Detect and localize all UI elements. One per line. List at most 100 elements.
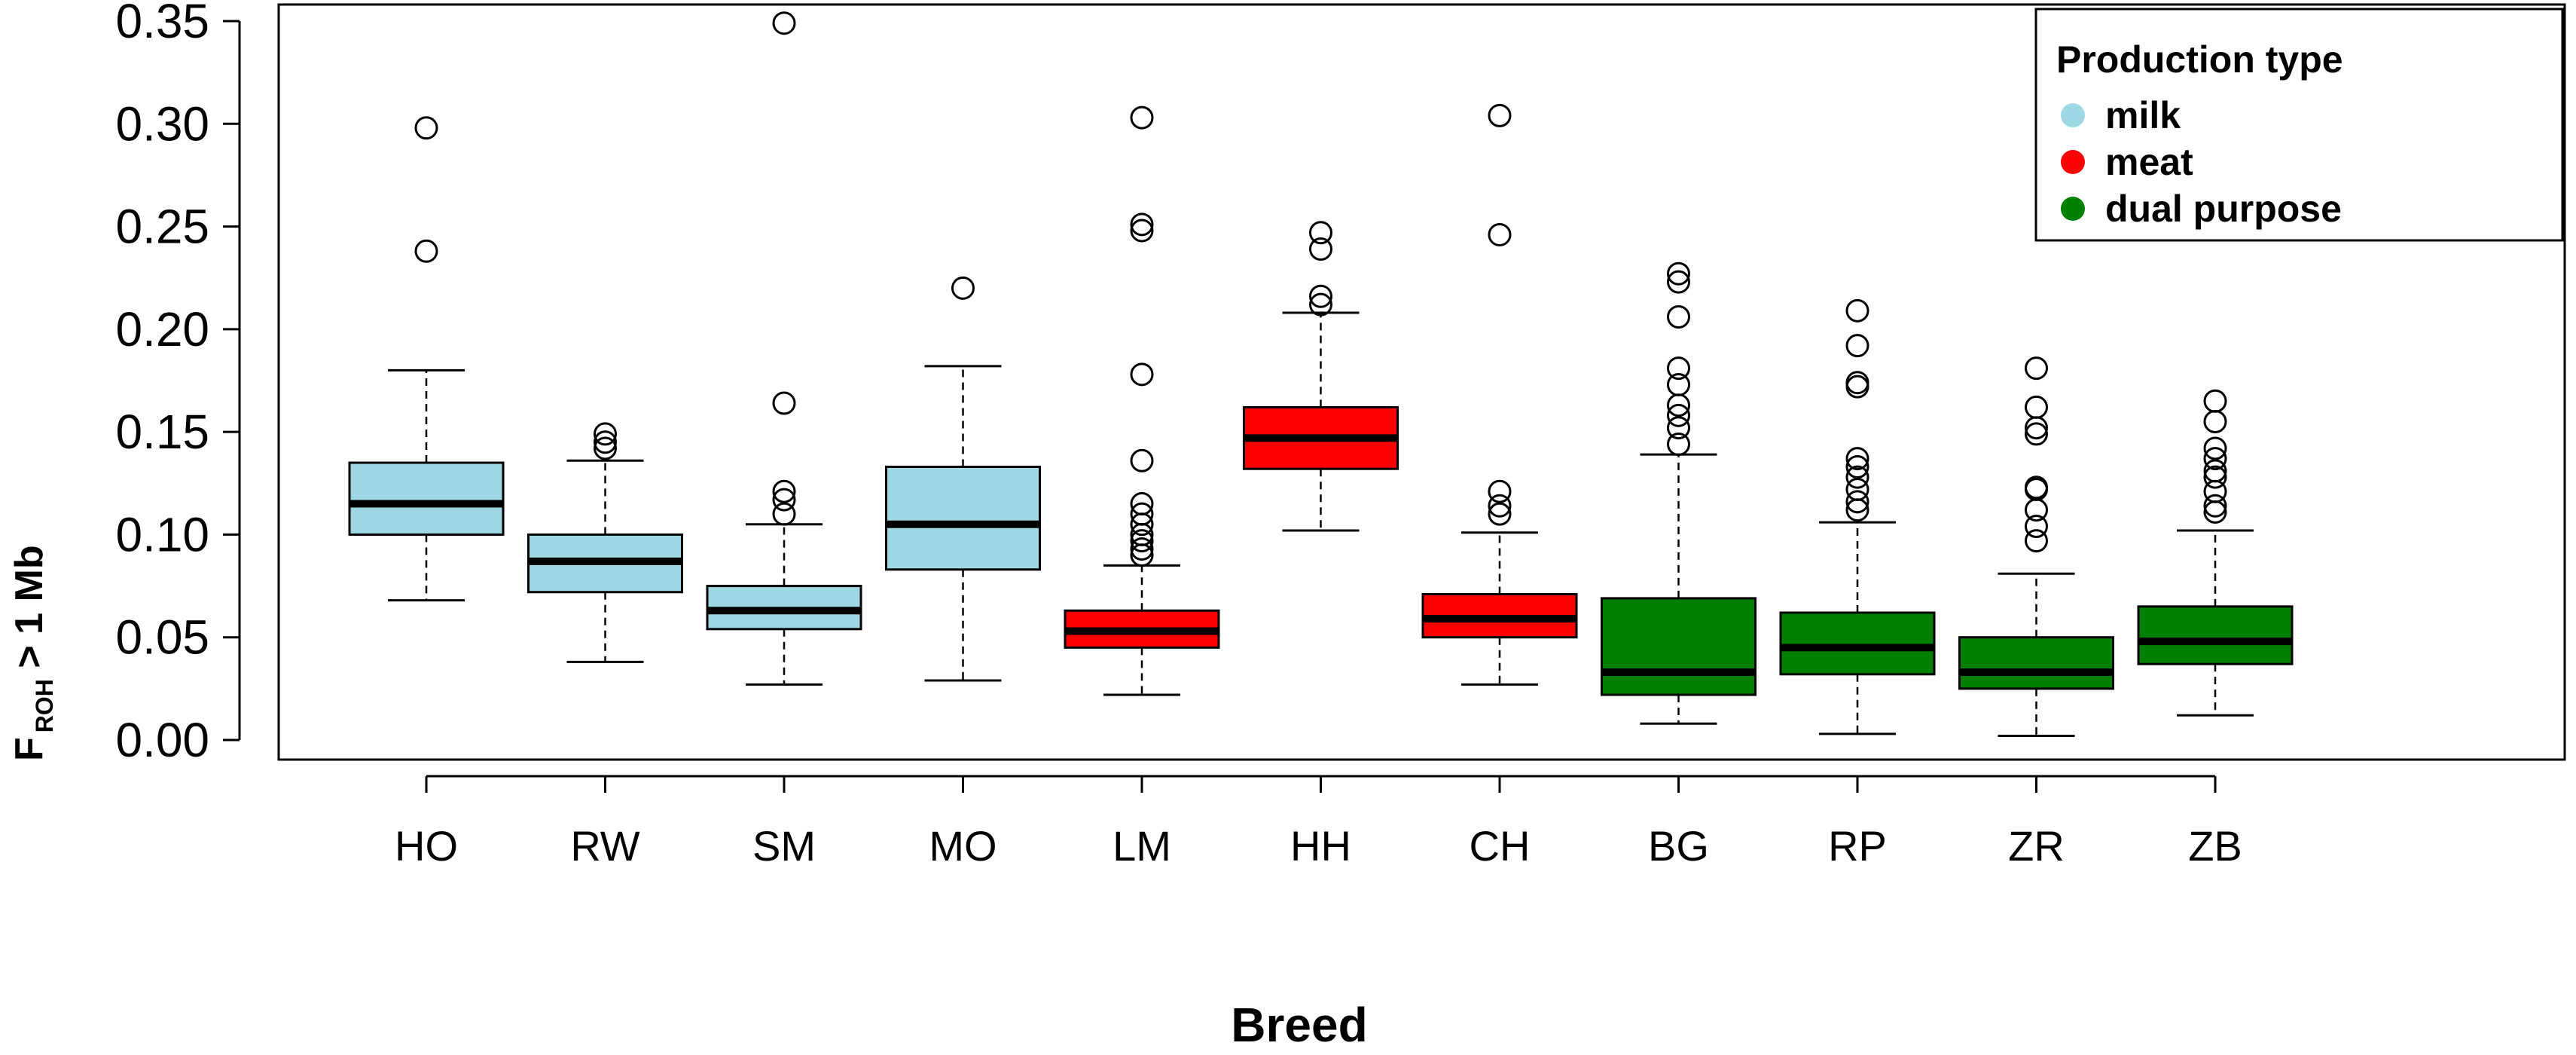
outlier-point — [1130, 502, 1154, 526]
outlier-point — [772, 488, 796, 512]
box-rp — [1779, 298, 1936, 735]
y-tick-label: 0.35 — [115, 0, 209, 48]
outlier-point — [1309, 284, 1332, 308]
outlier-point — [2203, 447, 2227, 471]
outlier-point — [772, 479, 796, 503]
x-tick-label-lm: LM — [1113, 822, 1171, 870]
y-axis-title-main: F — [8, 737, 51, 761]
outlier-point — [1309, 292, 1332, 316]
outlier-point — [1667, 416, 1690, 440]
outlier-point — [1488, 502, 1512, 526]
y-axis-title-rest: > 1 Mb — [8, 545, 51, 679]
box-bg — [1601, 261, 1757, 725]
box-mo — [885, 276, 1041, 682]
iqr-box — [1779, 611, 1936, 676]
x-tick-label-ch: CH — [1470, 822, 1531, 870]
outlier-point — [2025, 422, 2048, 446]
iqr-box — [1958, 636, 2114, 690]
legend-label-dual-purpose: dual purpose — [2105, 188, 2342, 230]
legend: Production type milk meat dual purpose — [2034, 8, 2564, 242]
x-tick-label-ho: HO — [395, 822, 458, 870]
outlier-point — [2025, 356, 2048, 381]
y-tick-label: 0.15 — [115, 405, 209, 459]
outlier-point — [1667, 261, 1690, 286]
outlier-point — [594, 422, 617, 446]
legend-swatch-milk — [2061, 103, 2085, 127]
legend-swatch-meat — [2061, 150, 2085, 174]
outlier-point — [1845, 490, 1869, 514]
outlier-point — [1667, 270, 1690, 294]
outlier-point — [1667, 372, 1690, 396]
outlier-point — [2025, 529, 2048, 553]
box-ho — [348, 116, 505, 602]
plot-frame — [277, 3, 2566, 761]
outlier-point — [1488, 222, 1512, 246]
outlier-point — [1130, 362, 1154, 387]
outlier-point — [1488, 103, 1512, 127]
box-zb — [2137, 389, 2294, 717]
outlier-point — [1130, 529, 1154, 553]
outlier-point — [2203, 494, 2227, 518]
outlier-point — [2203, 389, 2227, 413]
outlier-point — [1845, 447, 1869, 471]
outlier-point — [414, 116, 438, 140]
outlier-point — [772, 391, 796, 415]
box-hh — [1243, 221, 1399, 532]
y-tick-label: 0.25 — [115, 200, 209, 254]
iqr-box — [885, 465, 1041, 571]
outlier-point — [1130, 448, 1154, 472]
outlier-point — [1488, 479, 1512, 503]
outlier-point — [594, 430, 617, 454]
box-sm — [706, 11, 862, 686]
outlier-point — [2203, 410, 2227, 434]
y-tick-label: 0.20 — [115, 302, 209, 356]
iqr-box — [348, 461, 505, 536]
outlier-point — [2025, 515, 2048, 539]
outlier-point — [2203, 465, 2227, 489]
outlier-point — [1845, 371, 1869, 395]
outlier-point — [772, 502, 796, 526]
axes-group: 0.00 0.05 0.10 0.15 0.20 0.25 0.30 0.35 HO RW SM MO… — [115, 0, 2566, 870]
x-tick-label-rp: RP — [1828, 822, 1887, 870]
outlier-point — [1130, 213, 1154, 237]
outlier-point — [2203, 459, 2227, 483]
outlier-point — [1309, 221, 1332, 245]
outlier-point — [1130, 492, 1154, 516]
legend-frame — [2034, 8, 2564, 242]
legend-title: Production type — [2056, 38, 2343, 81]
labels-group: Breed F ROH > 1 Mb — [8, 545, 1368, 1052]
outlier-point — [1845, 465, 1869, 489]
outlier-point — [414, 239, 438, 263]
outlier-point — [1845, 454, 1869, 479]
y-tick-label: 0.30 — [115, 96, 209, 151]
outlier-point — [1845, 334, 1869, 358]
y-axis-title: F ROH > 1 Mb — [8, 545, 58, 761]
outlier-point — [2025, 395, 2048, 419]
x-tick-label-zr: ZR — [2008, 822, 2065, 870]
iqr-box — [1601, 597, 1757, 696]
outlier-point — [2025, 498, 2048, 522]
x-tick-label-bg: BG — [1648, 822, 1709, 870]
boxes-group — [348, 11, 2294, 738]
outlier-point — [2203, 436, 2227, 460]
outlier-point — [1488, 494, 1512, 518]
legend-swatch-dual-purpose — [2061, 197, 2085, 221]
legend-label-milk: milk — [2105, 94, 2181, 136]
x-axis-title: Breed — [1231, 998, 1367, 1052]
box-ch — [1421, 103, 1578, 686]
outlier-point — [1130, 106, 1154, 130]
outlier-point — [1130, 537, 1154, 561]
outlier-point — [772, 11, 796, 35]
x-tick-label-hh: HH — [1290, 822, 1351, 870]
y-tick-label: 0.00 — [115, 713, 209, 767]
iqr-box — [2137, 605, 2294, 665]
outlier-point — [1309, 237, 1332, 261]
outlier-point — [1845, 298, 1869, 323]
outlier-point — [1667, 403, 1690, 427]
outlier-point — [1667, 305, 1690, 329]
box-lm — [1064, 106, 1220, 696]
x-tick-label-sm: SM — [752, 822, 816, 870]
x-tick-label-zb: ZB — [2188, 822, 2242, 870]
